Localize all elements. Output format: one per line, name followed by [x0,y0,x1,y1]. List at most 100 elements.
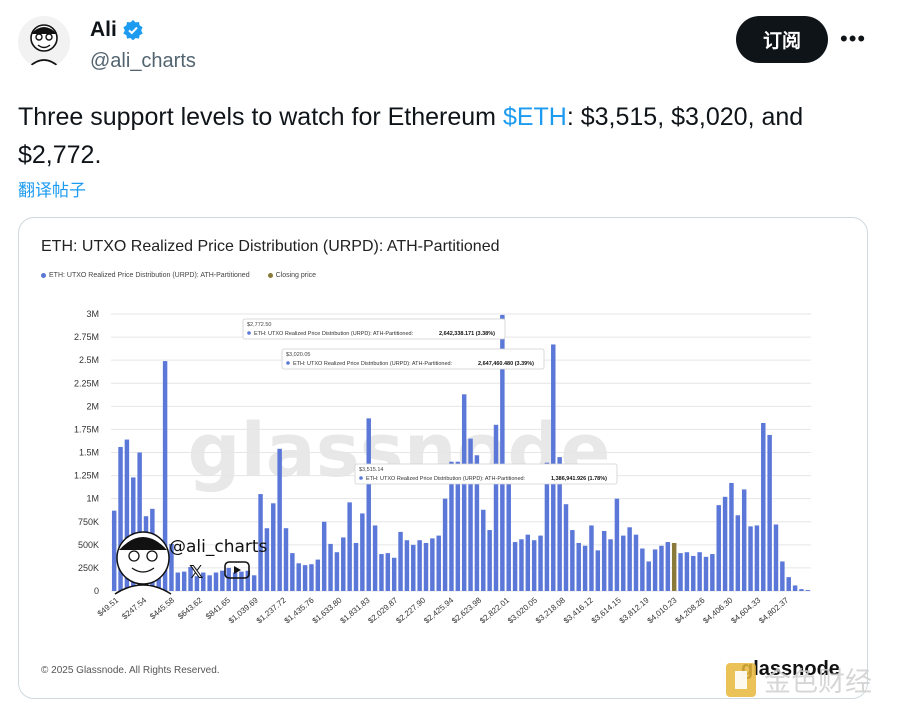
bar[interactable] [557,457,562,591]
bar[interactable] [124,439,130,591]
bar[interactable] [754,525,760,591]
bar[interactable] [169,543,174,591]
translate-post-link[interactable]: 翻译帖子 [18,181,86,201]
bar[interactable] [684,552,690,591]
bar[interactable] [805,590,811,591]
bar[interactable] [423,542,429,591]
bar[interactable] [449,461,454,591]
bar[interactable] [722,496,728,591]
bar[interactable] [589,525,594,591]
bar[interactable] [659,545,664,591]
bar[interactable] [366,418,371,591]
bar[interactable] [640,548,645,591]
subscribe-button[interactable]: 订阅 [736,16,828,63]
bar[interactable] [748,526,753,591]
bar[interactable] [455,461,461,591]
bar[interactable] [614,498,620,591]
bar[interactable] [697,552,702,591]
bar[interactable] [417,540,422,591]
bar[interactable] [703,556,709,591]
bar[interactable] [118,446,123,591]
bar[interactable] [576,542,581,591]
bar[interactable] [767,434,772,591]
bar[interactable] [500,314,505,591]
bar[interactable] [716,505,721,591]
bar[interactable] [245,570,251,591]
bar[interactable] [487,530,492,591]
bar[interactable] [194,576,200,591]
bar[interactable] [201,572,206,591]
bar[interactable] [328,543,333,591]
user-handle[interactable]: @ali_charts [90,50,196,72]
bar[interactable] [251,575,257,591]
bar[interactable] [379,554,384,591]
bar[interactable] [309,564,314,591]
bar[interactable] [411,544,416,591]
bar[interactable] [232,572,238,591]
bar[interactable] [341,537,346,591]
bar[interactable] [563,504,569,591]
bar[interactable] [691,555,696,591]
bar[interactable] [741,489,747,591]
bar[interactable] [258,494,263,591]
bar[interactable] [436,535,441,591]
bar[interactable] [334,552,340,591]
bar[interactable] [773,524,779,591]
bar[interactable] [582,545,588,591]
bar[interactable] [296,563,301,591]
bar[interactable] [111,510,117,591]
bar[interactable] [391,557,397,591]
bar[interactable] [461,394,467,591]
bar[interactable] [799,589,804,591]
bar[interactable] [360,513,365,591]
bar[interactable] [213,572,219,591]
bar[interactable] [710,554,715,591]
bar[interactable] [633,534,639,591]
bar[interactable] [678,553,683,591]
avatar[interactable] [18,16,70,68]
bar[interactable] [321,521,327,591]
bar[interactable] [430,538,435,591]
bar[interactable] [761,422,766,591]
bar[interactable] [175,572,181,591]
bar[interactable] [385,553,391,591]
bar[interactable] [506,475,511,591]
bar[interactable] [621,535,626,591]
bar[interactable] [347,502,352,591]
bar[interactable] [570,530,575,591]
bar[interactable] [271,503,276,591]
user-name-row[interactable]: Ali [90,18,143,42]
bar[interactable] [188,566,193,591]
bar[interactable] [608,539,613,591]
bar[interactable] [264,528,270,591]
bar[interactable] [207,575,212,591]
bar[interactable] [519,539,524,591]
bar[interactable] [780,561,785,591]
bar[interactable] [315,559,321,591]
bar[interactable] [652,549,658,591]
bar[interactable] [627,527,632,591]
more-options-icon[interactable]: ••• [840,26,867,51]
bar[interactable] [181,571,187,591]
bar[interactable] [531,540,537,591]
bar[interactable] [735,515,741,591]
bar[interactable] [671,542,677,591]
bar[interactable] [226,567,231,591]
bar[interactable] [525,534,531,591]
bar[interactable] [137,452,142,592]
bar[interactable] [162,361,168,591]
bar[interactable] [277,448,282,591]
bar[interactable] [353,542,359,591]
bar[interactable] [538,535,543,591]
bar[interactable] [239,571,244,591]
bar[interactable] [729,482,734,591]
bar[interactable] [544,462,550,591]
bar[interactable] [601,530,607,591]
bar[interactable] [646,561,651,591]
bar[interactable] [786,577,791,591]
bar[interactable] [372,525,378,591]
bar[interactable] [404,540,410,591]
bar[interactable] [474,455,480,591]
bar[interactable] [468,438,473,591]
bar[interactable] [302,565,308,591]
